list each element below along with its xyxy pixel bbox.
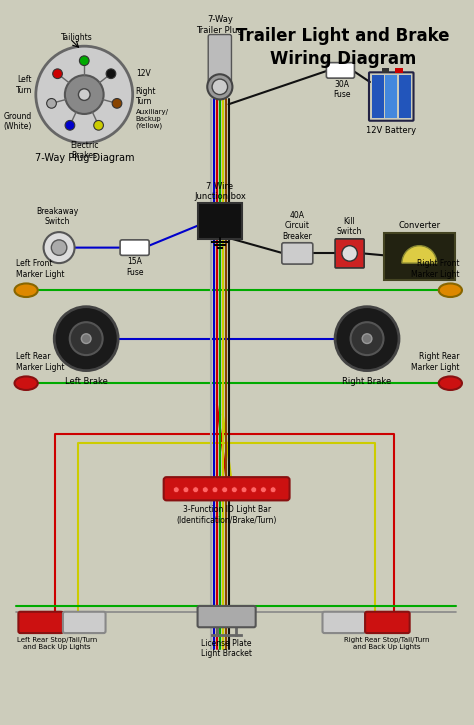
Circle shape bbox=[222, 486, 228, 492]
Circle shape bbox=[94, 120, 103, 130]
Text: Converter: Converter bbox=[398, 221, 440, 230]
FancyBboxPatch shape bbox=[327, 62, 355, 78]
Circle shape bbox=[78, 88, 90, 100]
Circle shape bbox=[212, 486, 218, 492]
Circle shape bbox=[112, 99, 122, 108]
Circle shape bbox=[70, 322, 103, 355]
Circle shape bbox=[173, 486, 179, 492]
Text: 40A
Circuit
Breaker: 40A Circuit Breaker bbox=[283, 211, 312, 241]
Text: 12V: 12V bbox=[137, 69, 151, 78]
Circle shape bbox=[212, 79, 228, 94]
Text: Auxiliary/
Backup
(Yellow): Auxiliary/ Backup (Yellow) bbox=[136, 109, 169, 129]
Text: Right Rear Stop/Tail/Turn
and Back Up Lights: Right Rear Stop/Tail/Turn and Back Up Li… bbox=[344, 637, 429, 650]
Bar bbox=[382, 68, 389, 73]
FancyBboxPatch shape bbox=[63, 612, 106, 633]
Circle shape bbox=[261, 486, 266, 492]
Text: 7 Wire
Junction box: 7 Wire Junction box bbox=[194, 182, 246, 201]
Ellipse shape bbox=[15, 376, 38, 390]
Text: License Plate
Light Bracket: License Plate Light Bracket bbox=[201, 639, 252, 658]
Text: Trailer Light and Brake
Wiring Diagram: Trailer Light and Brake Wiring Diagram bbox=[236, 27, 449, 68]
Ellipse shape bbox=[439, 376, 462, 390]
Text: 15A
Fuse: 15A Fuse bbox=[126, 257, 143, 277]
Text: 3-Function ID Light Bar
(Identification/Brake/Turn): 3-Function ID Light Bar (Identification/… bbox=[176, 505, 277, 525]
Circle shape bbox=[80, 56, 89, 65]
Circle shape bbox=[351, 322, 383, 355]
FancyBboxPatch shape bbox=[365, 612, 410, 633]
FancyBboxPatch shape bbox=[120, 240, 149, 255]
Bar bbox=[385, 75, 397, 118]
Circle shape bbox=[193, 486, 199, 492]
Text: Right Rear
Marker Light: Right Rear Marker Light bbox=[410, 352, 459, 372]
Bar bbox=[399, 75, 410, 118]
Circle shape bbox=[46, 99, 56, 108]
FancyBboxPatch shape bbox=[383, 233, 455, 280]
Circle shape bbox=[53, 69, 63, 78]
FancyBboxPatch shape bbox=[322, 612, 365, 633]
Text: Ground
(White): Ground (White) bbox=[4, 112, 32, 131]
FancyBboxPatch shape bbox=[208, 35, 231, 87]
Ellipse shape bbox=[439, 283, 462, 297]
Circle shape bbox=[335, 307, 399, 370]
Wedge shape bbox=[402, 246, 437, 263]
Ellipse shape bbox=[15, 283, 38, 297]
FancyBboxPatch shape bbox=[282, 243, 313, 264]
Text: Left Rear Stop/Tail/Turn
and Back Up Lights: Left Rear Stop/Tail/Turn and Back Up Lig… bbox=[17, 637, 97, 650]
Text: Electric
Brakes: Electric Brakes bbox=[70, 141, 99, 160]
Circle shape bbox=[51, 240, 67, 255]
Text: 30A
Fuse: 30A Fuse bbox=[333, 80, 351, 99]
Text: 12V Battery: 12V Battery bbox=[366, 125, 416, 135]
Circle shape bbox=[202, 486, 208, 492]
Bar bbox=[395, 68, 403, 73]
Text: Kill
Switch: Kill Switch bbox=[337, 217, 362, 236]
Circle shape bbox=[251, 486, 256, 492]
Bar bbox=[372, 75, 383, 118]
Circle shape bbox=[54, 307, 118, 370]
FancyBboxPatch shape bbox=[18, 612, 63, 633]
Text: Right Brake: Right Brake bbox=[342, 378, 392, 386]
Text: 7-Way Plug Diagram: 7-Way Plug Diagram bbox=[35, 153, 134, 162]
Text: Breakaway
Switch: Breakaway Switch bbox=[36, 207, 78, 226]
Text: Left Front
Marker Light: Left Front Marker Light bbox=[17, 260, 65, 278]
Circle shape bbox=[362, 334, 372, 344]
FancyBboxPatch shape bbox=[164, 477, 290, 500]
Text: Right
Turn: Right Turn bbox=[136, 87, 156, 107]
Text: 7-Way
Trailer Plug: 7-Way Trailer Plug bbox=[196, 15, 243, 35]
Text: Left
Turn: Left Turn bbox=[16, 75, 32, 94]
FancyBboxPatch shape bbox=[335, 239, 364, 268]
Text: Left Brake: Left Brake bbox=[65, 378, 108, 386]
FancyBboxPatch shape bbox=[198, 203, 242, 239]
Text: Left Rear
Marker Light: Left Rear Marker Light bbox=[17, 352, 65, 372]
Circle shape bbox=[82, 334, 91, 344]
Circle shape bbox=[183, 486, 189, 492]
FancyBboxPatch shape bbox=[198, 606, 255, 627]
Circle shape bbox=[65, 75, 104, 114]
Circle shape bbox=[65, 120, 75, 130]
Circle shape bbox=[44, 232, 74, 263]
Circle shape bbox=[207, 74, 232, 99]
Circle shape bbox=[342, 246, 357, 261]
Text: Tailights: Tailights bbox=[61, 33, 92, 42]
Circle shape bbox=[231, 486, 237, 492]
Circle shape bbox=[36, 46, 133, 143]
Text: Right Front
Marker Light: Right Front Marker Light bbox=[410, 260, 459, 278]
Circle shape bbox=[106, 69, 116, 78]
Circle shape bbox=[270, 486, 276, 492]
Circle shape bbox=[241, 486, 247, 492]
